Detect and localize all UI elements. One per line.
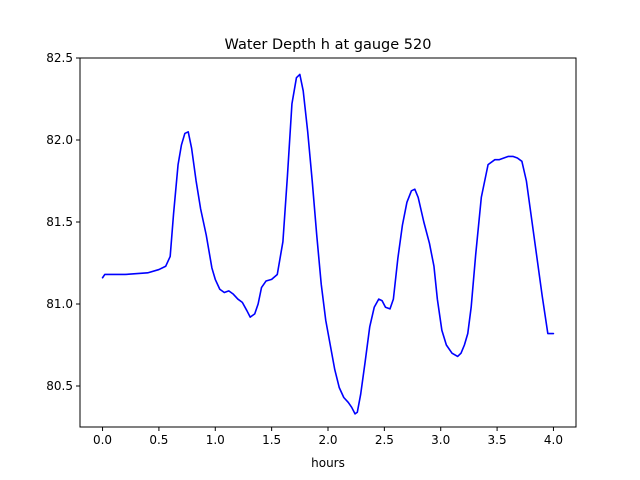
y-tick-label: 82.0 (46, 133, 73, 147)
x-tick-label: 0.0 (93, 433, 112, 447)
series-line-0 (101, 73, 555, 415)
plot-frame (79, 57, 577, 428)
series-layer (101, 73, 555, 415)
x-tick-label: 3.5 (488, 433, 507, 447)
y-tick-label: 82.5 (46, 51, 73, 65)
x-axis-label: hours (311, 456, 345, 470)
x-tick-label: 3.0 (431, 433, 450, 447)
x-axis-ticks: 0.0 0.5 1.0 1.5 2.0 2.5 3.0 3.5 4.0 (93, 427, 563, 447)
y-tick-label: 80.5 (46, 379, 73, 393)
y-axis-ticks: 80.5 81.0 81.5 82.0 82.5 (46, 51, 80, 393)
x-tick-label: 1.5 (262, 433, 281, 447)
y-tick-label: 81.0 (46, 297, 73, 311)
x-tick-label: 2.0 (318, 433, 337, 447)
x-tick-label: 2.5 (375, 433, 394, 447)
x-tick-label: 4.0 (544, 433, 563, 447)
x-tick-label: 1.0 (206, 433, 225, 447)
chart-title: Water Depth h at gauge 520 (225, 37, 432, 53)
x-tick-label: 0.5 (149, 433, 168, 447)
y-tick-label: 81.5 (46, 215, 73, 229)
plot-area (80, 58, 576, 427)
